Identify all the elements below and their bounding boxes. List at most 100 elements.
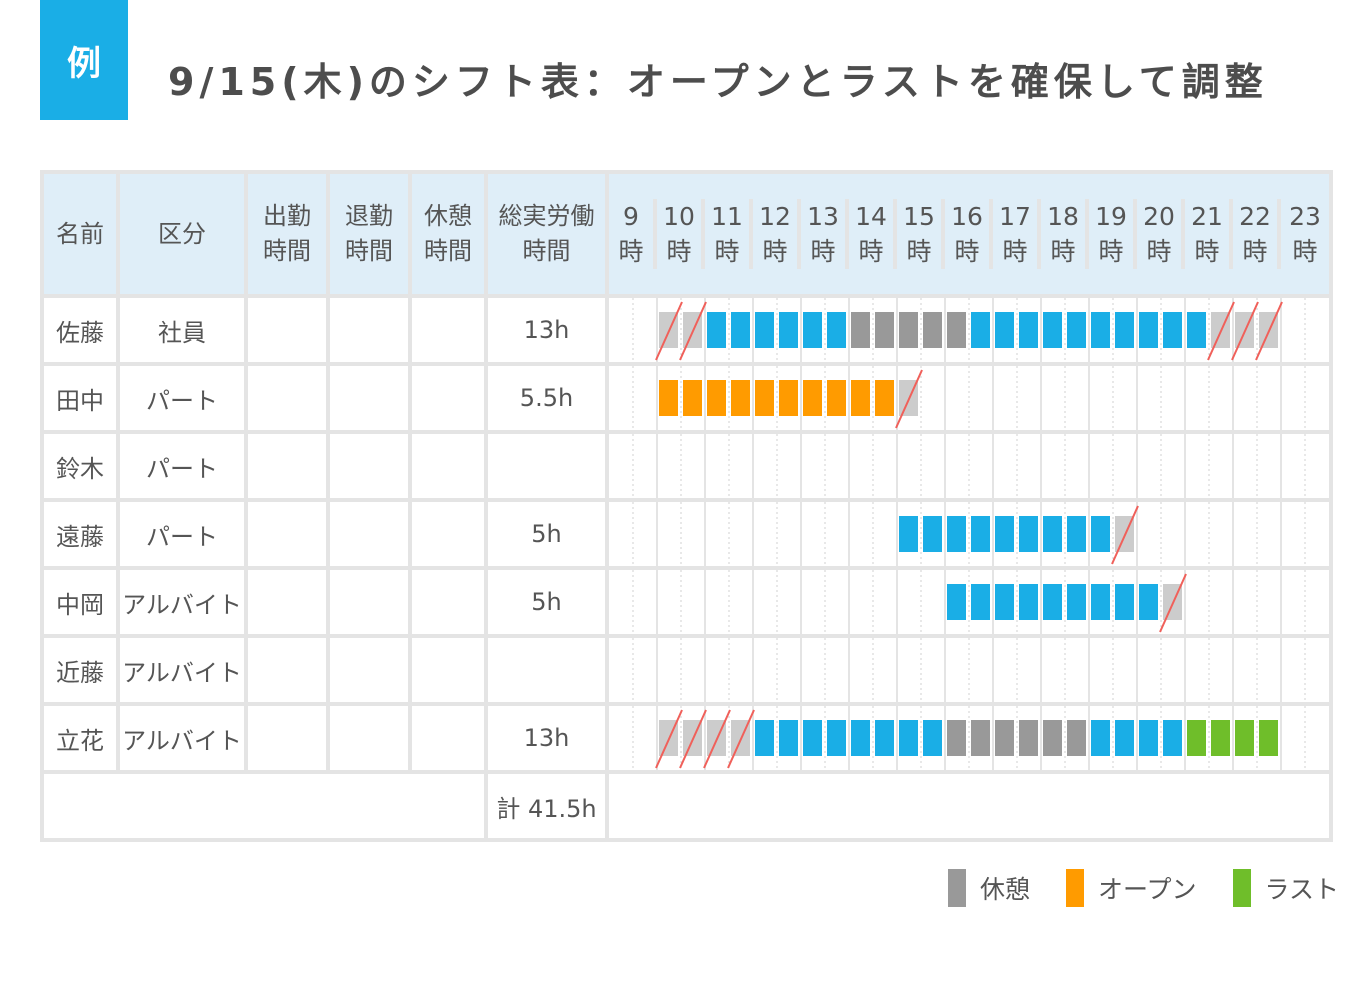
timeline-svg [632,708,1306,768]
offclock-slash [895,369,923,428]
clock-in-cell [244,294,330,366]
open-slot [827,380,846,416]
employee-category: アルバイト [116,566,248,638]
employee-category: アルバイト [116,634,248,706]
timeline-svg [632,504,1306,564]
offclock-slash [1231,301,1259,360]
work-slot [1043,584,1062,620]
offclock-slash [679,709,707,768]
employee-category: パート [116,430,248,502]
hour-header-12: 12 時 [753,199,801,269]
clock-in-cell [244,498,330,570]
offclock-slash [703,709,731,768]
break-slot [1067,720,1086,756]
legend-item-open: オープン [1066,869,1197,907]
break-cell [408,566,488,638]
clock-in-cell [244,566,330,638]
table-row: 佐藤 社員 13h [40,294,1333,366]
work-slot [995,312,1014,348]
clock-out-cell [326,294,412,366]
shift-timeline [605,294,1333,366]
total-hours-cell: 5h [484,566,609,638]
hour-header-10: 10 時 [657,199,705,269]
break-slot [947,312,966,348]
hour-header-17: 17 時 [993,199,1041,269]
work-slot [1115,720,1134,756]
hour-header-13: 13 時 [801,199,849,269]
clock-out-cell [326,498,412,570]
employee-name: 近藤 [40,634,120,706]
employee-name: 中岡 [40,566,120,638]
offclock-slash [1207,301,1235,360]
work-slot [1067,312,1086,348]
page-title: 9/15(木)のシフト表：オープンとラストを確保して調整 [168,60,1268,104]
shift-timeline [605,634,1333,706]
table-row: 田中 パート 5.5h [40,362,1333,434]
last-slot [1259,720,1278,756]
work-slot [875,720,894,756]
example-badge: 例 [40,0,128,120]
legend-swatch [1066,869,1085,907]
work-slot [851,720,870,756]
legend: 休憩 オープン ラスト [948,868,1339,908]
work-slot [731,312,750,348]
total-hours-cell [484,430,609,502]
open-slot [851,380,870,416]
work-slot [947,516,966,552]
header-total-hours: 総実労働 時間 [484,170,609,298]
employee-category: パート [116,498,248,570]
work-slot [827,720,846,756]
legend-label: 休憩 [980,875,1031,904]
total-hours-sum: 計 41.5h [484,770,609,842]
total-spacer [40,770,488,842]
clock-out-cell [326,362,412,434]
work-slot [1067,516,1086,552]
clock-in-cell [244,430,330,502]
work-slot [1091,720,1110,756]
clock-out-cell [326,430,412,502]
work-slot [923,516,942,552]
legend-item-break: 休憩 [948,869,1030,907]
work-slot [971,516,990,552]
timeline-svg [632,640,1306,700]
break-slot [971,720,990,756]
work-slot [1163,312,1182,348]
offclock-slash [727,709,755,768]
table-row: 近藤 アルバイト [40,634,1333,706]
hour-header-22: 22 時 [1233,199,1281,269]
break-slot [1019,720,1038,756]
header-hour-scale: 9 時 10 時 11 時 12 時 13 時 14 時 15 時 16 時 17 時 18 時 19 時 20 時 21 時 22… [605,170,1333,298]
total-hours-cell: 13h [484,294,609,366]
work-slot [1091,312,1110,348]
open-slot [875,380,894,416]
employee-name: 遠藤 [40,498,120,570]
open-slot [707,380,726,416]
shift-timeline [605,362,1333,434]
offclock-slash [655,709,683,768]
hour-header-23: 23 時 [1289,202,1321,266]
work-slot [995,584,1014,620]
work-slot [1115,312,1134,348]
work-slot [1139,584,1158,620]
shift-timeline [605,702,1333,774]
timeline-svg [632,368,1306,428]
open-slot [803,380,822,416]
legend-label: オープン [1098,875,1197,904]
legend-swatch [1232,869,1251,907]
employee-category: 社員 [116,294,248,366]
header-row: 名前 区分 出勤 時間 退勤 時間 休憩 時間 総実労働 時間 9 時 10 時 11 時 12 時 1… [40,170,1333,298]
total-hours-cell: 5.5h [484,362,609,434]
work-slot [1043,516,1062,552]
hour-header-15: 15 時 [897,199,945,269]
timeline-svg [632,436,1306,496]
hour-header-19: 19 時 [1089,199,1137,269]
break-slot [875,312,894,348]
hour-header-20: 20 時 [1137,199,1185,269]
header-clock-out: 退勤 時間 [326,170,412,298]
break-slot [1043,720,1062,756]
work-slot [827,312,846,348]
work-slot [779,720,798,756]
hour-header-16: 16 時 [945,199,993,269]
employee-name: 佐藤 [40,294,120,366]
